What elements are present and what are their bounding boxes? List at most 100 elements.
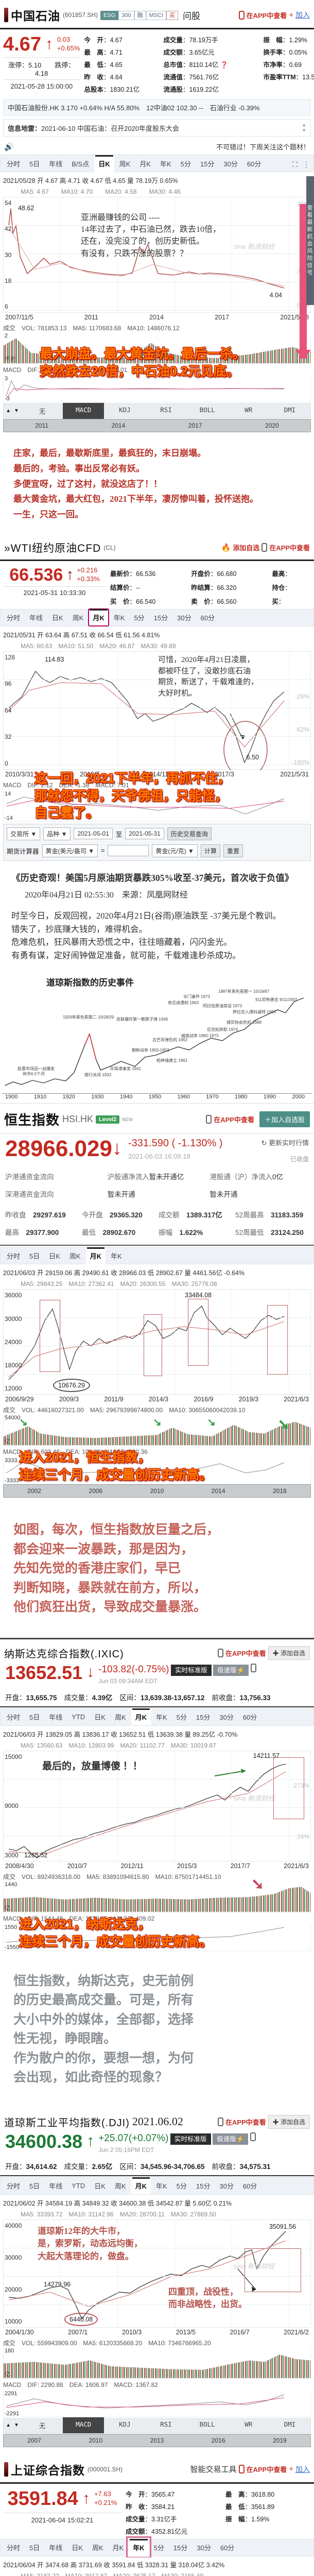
period-tab[interactable]: 15分 (153, 614, 168, 622)
related-securities[interactable]: 中国石油股份.HK 3.170 +0.64% H/A 55.80% 12中油02… (3, 99, 311, 116)
period-tab[interactable]: 30分 (219, 2182, 234, 2191)
period-tab[interactable]: 年K (110, 1252, 122, 1260)
period-tab[interactable]: B/S点 (72, 160, 90, 168)
period-tab[interactable]: 15分 (196, 1714, 211, 1722)
timeline-scrollbar[interactable]: 2007 2010 2013 2016 2019 (3, 2433, 311, 2447)
period-tab[interactable]: YTD (72, 1713, 85, 1721)
view-in-app-link[interactable]: 在APP中查看 (225, 2118, 266, 2126)
refresh-label[interactable]: 更新实时行情 (268, 1139, 309, 1147)
add-favorite-button[interactable]: ✚ 添加自选 (268, 1646, 310, 1660)
indicator-tab[interactable]: RSI (160, 2420, 172, 2429)
amount-input[interactable] (108, 845, 149, 857)
expand-icon[interactable]: ⛶ (292, 160, 298, 168)
period-tab[interactable]: 年K (126, 2536, 151, 2557)
add-favorite-button[interactable]: ✚ 添加自选 (268, 2114, 310, 2129)
period-tab[interactable]: 日K (94, 155, 114, 172)
stock-badge[interactable]: 300 (118, 11, 134, 20)
period-tab[interactable]: 30分 (197, 2544, 211, 2552)
timeline-scrollbar[interactable]: 2011 2014 2017 2020 (3, 419, 311, 432)
period-tab[interactable]: 年线 (49, 1714, 63, 1722)
indicator-tab[interactable]: BOLL (199, 2420, 215, 2429)
period-tab[interactable]: 60分 (242, 1714, 257, 1722)
indicator-tab[interactable]: MACD (63, 402, 104, 419)
add-watchlist-link[interactable]: 加入 (295, 11, 310, 19)
side-signal-tab[interactable]: 查看最新机会风险信号 (306, 176, 314, 305)
product-select[interactable]: 品种 ▼ (43, 827, 71, 840)
smart-tool-link[interactable]: 智能交易工具 (190, 2465, 237, 2475)
period-tab[interactable]: 分时 (7, 1252, 21, 1260)
period-tab[interactable]: 年线 (49, 160, 63, 168)
period-tab[interactable]: 5日 (29, 1252, 40, 1260)
history-query-button[interactable]: 历史交易查询 (167, 827, 212, 840)
period-tab[interactable]: 5分 (176, 2182, 187, 2191)
stock-badge[interactable]: 买 (166, 11, 179, 20)
period-tab[interactable]: 月K (112, 2544, 124, 2552)
period-tab[interactable]: 周K (119, 160, 131, 168)
indicator-tab[interactable]: RSI (160, 405, 172, 414)
reset-button[interactable]: 重置 (223, 844, 243, 857)
pager-up-icon[interactable]: ▲ (302, 122, 306, 127)
level2-badge[interactable]: Level2 (96, 1115, 120, 1124)
timeline-scrollbar[interactable]: 2002 2006 2010 2014 2018 (3, 1484, 311, 1498)
add-watchlist-button[interactable]: ＋加入自选股 (259, 1111, 310, 1128)
period-tab[interactable]: 年线 (49, 2182, 63, 2191)
ind-up-icon[interactable]: ▲ (6, 2422, 11, 2429)
indicator-tab[interactable]: 无 (39, 2422, 46, 2430)
period-tab[interactable]: 5日 (29, 2182, 40, 2191)
view-in-app-link[interactable]: 在APP中查看 (246, 2466, 287, 2474)
indicator-tab[interactable]: KDJ (119, 405, 131, 414)
period-tab[interactable]: 年K (156, 2182, 167, 2191)
indicator-tab[interactable]: WR (245, 2420, 253, 2429)
view-in-app-link[interactable]: 在APP中查看 (246, 11, 287, 20)
period-tab[interactable]: 周K (69, 1252, 81, 1260)
period-tab[interactable]: YTD (72, 2182, 85, 2190)
period-tab[interactable]: 周K (114, 2182, 126, 2191)
period-tab[interactable]: 年K (113, 614, 125, 622)
period-tab[interactable]: 年K (160, 160, 171, 168)
view-in-app-link[interactable]: 在APP中查看 (269, 544, 310, 552)
period-tab[interactable]: 日K (49, 1252, 60, 1260)
period-tab[interactable]: 日K (52, 614, 63, 622)
refresh-icon[interactable]: ↻ (261, 1139, 267, 1147)
stock-badge[interactable]: ESG (100, 11, 119, 20)
period-tab[interactable]: 月K (139, 160, 151, 168)
from-unit-select[interactable]: 黄金(美元/盎司 ▼ (42, 844, 98, 857)
period-tab[interactable]: 月K (88, 608, 109, 627)
exchange-select[interactable]: 交易所 ▼ (7, 827, 41, 840)
add-favorite-link[interactable]: 添加自选 (233, 544, 260, 552)
indicator-tab[interactable]: DMI (284, 2420, 296, 2429)
period-tab[interactable]: 15分 (196, 2182, 211, 2191)
period-tab[interactable]: 分时 (7, 2182, 21, 2191)
view-in-app-link[interactable]: 在APP中查看 (214, 1116, 254, 1124)
period-tab[interactable]: 5日 (29, 160, 40, 168)
period-tab[interactable]: 日K (94, 1714, 106, 1722)
period-tab[interactable]: 月K (131, 2177, 151, 2195)
ind-up-icon[interactable]: ▲ (6, 408, 11, 414)
period-tab[interactable]: 5日 (29, 1714, 40, 1722)
add-watchlist-link[interactable]: 加入 (295, 2465, 310, 2473)
indicator-tab[interactable]: BOLL (199, 405, 215, 414)
period-tab[interactable]: 30分 (219, 1714, 234, 1722)
period-tab[interactable]: 30分 (177, 614, 191, 622)
period-tab[interactable]: 30分 (223, 160, 238, 168)
realtime-standard-button[interactable]: 实时标准版 (171, 1664, 212, 1676)
indicator-tab[interactable]: 无 (39, 407, 46, 415)
period-tab[interactable]: 日K (94, 2182, 106, 2191)
period-tab[interactable]: 15分 (173, 2544, 188, 2552)
period-tab[interactable]: 60分 (200, 614, 215, 622)
view-in-app-link[interactable]: 在APP中查看 (225, 1649, 266, 1657)
period-tab[interactable]: 60分 (242, 2182, 257, 2191)
to-unit-select[interactable]: 黄金(元/克) ▼ (152, 844, 198, 857)
period-tab[interactable]: 分时 (7, 160, 21, 168)
stock-badge[interactable]: MSCI (146, 11, 167, 20)
pager-down-icon[interactable]: ▼ (302, 128, 306, 133)
date-from-input[interactable]: 2021-05-01 (74, 828, 113, 840)
calculate-button[interactable]: 计算 (200, 844, 220, 857)
period-tab[interactable]: 分时 (7, 2544, 21, 2552)
ask-stock-link[interactable]: 问股 (183, 11, 201, 21)
period-tab[interactable]: 月K (131, 1708, 151, 1726)
period-tab[interactable]: 分时 (7, 614, 21, 622)
period-tab[interactable]: 5分 (153, 2544, 164, 2552)
period-tab[interactable]: 周K (72, 614, 84, 622)
stock-badge[interactable]: 融 (134, 11, 146, 20)
